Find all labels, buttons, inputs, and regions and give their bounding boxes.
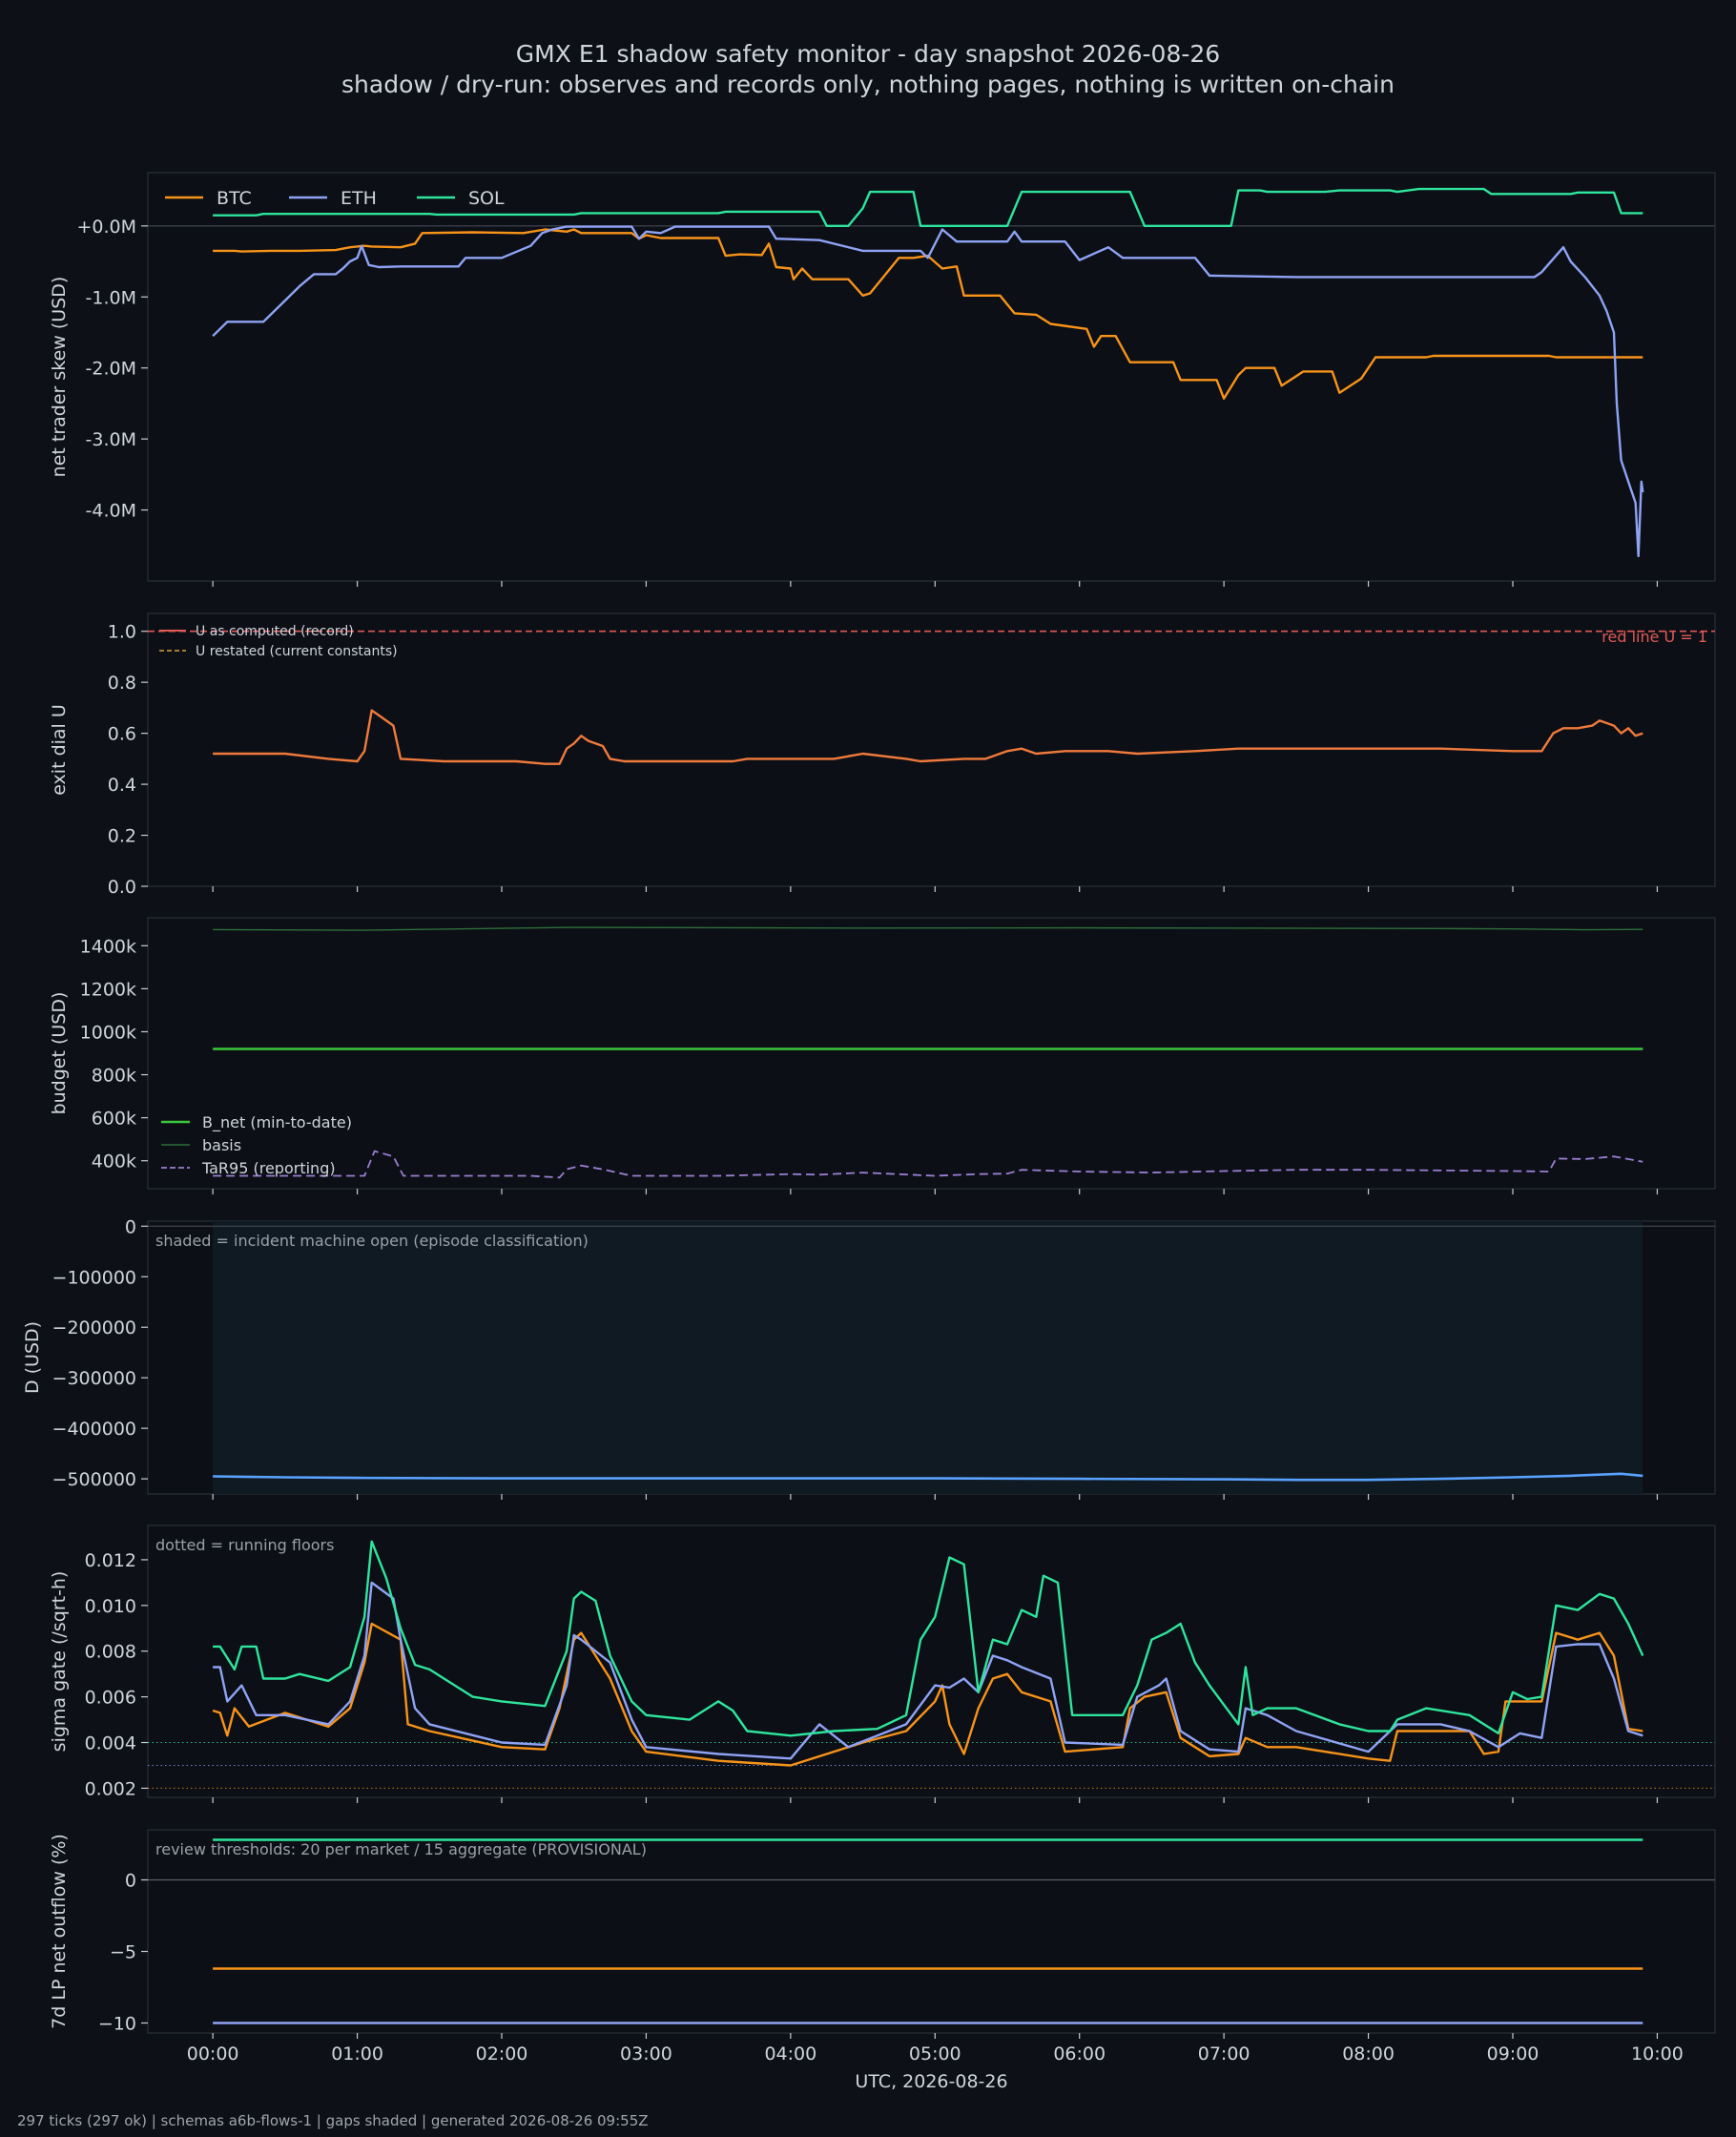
panel-2-ytick-label: 0.4 (108, 775, 136, 796)
panel-2-series-u-as-computed-record- (213, 709, 1643, 765)
panel-2-ytick-label: 0.6 (108, 724, 136, 745)
panel-1-legend-label: SOL (468, 188, 505, 209)
panel-3-frame (147, 917, 1716, 1190)
panel-4-ytick-label: −300000 (52, 1368, 136, 1389)
panel-1-ylabel: net trader skew (USD) (49, 277, 70, 478)
panel-1-legend-label: ETH (341, 188, 377, 209)
panel-4-series-d (213, 1472, 1643, 1482)
panel-5-ytick-label: 0.006 (85, 1688, 136, 1709)
panel-5-series-sol (213, 1540, 1644, 1737)
panel-2-ytick-label: 1.0 (108, 622, 136, 643)
panel-3-series-basis (213, 926, 1643, 931)
panel-4-annotation: shaded = incident machine open (episode … (155, 1232, 589, 1250)
xtick-label: 07:00 (1198, 2044, 1250, 2064)
panel-6-frame (147, 1829, 1716, 2034)
panel-1-ytick-label: -4.0M (86, 501, 136, 522)
xtick-label: 06:00 (1053, 2044, 1106, 2064)
panel-3-ytick-label: 1200k (80, 979, 136, 1000)
xtick-label: 00:00 (187, 2044, 239, 2064)
xtick-label: 09:00 (1487, 2044, 1540, 2064)
panel-1-ytick-label: +0.0M (76, 217, 136, 238)
panel-4-shaded-region (213, 1221, 1643, 1494)
panel-1-frame (147, 172, 1716, 582)
panel-1-legend-label: BTC (217, 188, 252, 209)
panel-1-ytick-label: -1.0M (86, 287, 136, 308)
xtick-label: 08:00 (1342, 2044, 1395, 2064)
panel-3-ytick-label: 800k (92, 1066, 136, 1087)
panel-1-ytick-label: -3.0M (86, 429, 136, 450)
panel-5-ylabel: sigma gate (/sqrt-h) (49, 1571, 70, 1753)
panel-4-ytick-label: −400000 (52, 1419, 136, 1440)
chart-title: GMX E1 shadow safety monitor - day snaps… (515, 40, 1221, 68)
panel-2-legend-label: U restated (current constants) (196, 644, 398, 659)
panel-3-ytick-label: 1000k (80, 1022, 136, 1043)
panel-4-ylabel: D (USD) (22, 1321, 43, 1394)
panel-5-ytick-label: 0.008 (85, 1642, 136, 1663)
panel-5-ytick-label: 0.002 (85, 1778, 136, 1799)
panel-4-ytick-label: −500000 (52, 1469, 136, 1490)
panel-6-ytick-label: 0 (125, 1871, 136, 1892)
xtick-label: 04:00 (764, 2044, 816, 2064)
panel-1-series-eth (212, 225, 1644, 558)
panel-3-legend-label: B_net (min-to-date) (202, 1113, 352, 1132)
xtick-label: 02:00 (476, 2044, 528, 2064)
panel-1-ytick-label: -2.0M (86, 359, 136, 380)
panel-5-ytick-label: 0.012 (85, 1550, 136, 1571)
xtick-label: 10:00 (1631, 2044, 1684, 2064)
panel-6-ytick-label: −5 (110, 1942, 136, 1963)
panel-3-legend-label: basis (202, 1136, 241, 1154)
panel-5-series-eth (213, 1581, 1643, 1760)
xtick-label: 01:00 (331, 2044, 383, 2064)
panel-2-ylabel: exit dial U (49, 704, 70, 796)
panel-1-series-sol (213, 187, 1643, 227)
panel-1-series-btc (213, 228, 1643, 400)
panel-6-ytick-label: −10 (98, 2014, 136, 2035)
panel-2-red-line-label: red line U = 1 (1602, 628, 1707, 646)
panel-3-ylabel: budget (USD) (49, 992, 70, 1115)
panel-3-series-tar95-reporting- (213, 1150, 1643, 1179)
panel-2-ytick-label: 0.2 (108, 826, 136, 847)
panel-6-ylabel: 7d LP net outflow (%) (49, 1834, 70, 2029)
panel-4-ytick-label: −100000 (52, 1267, 136, 1288)
panel-5-ytick-label: 0.004 (85, 1733, 136, 1754)
panel-3-ytick-label: 600k (92, 1109, 136, 1130)
xtick-label: 05:00 (909, 2044, 961, 2064)
panel-3-legend-label: TaR95 (reporting) (201, 1159, 336, 1177)
panel-3-ytick-label: 400k (92, 1151, 136, 1172)
panel-2-ytick-label: 0.8 (108, 673, 136, 694)
panel-4-ytick-label: −200000 (52, 1317, 136, 1338)
footer-status: 297 ticks (297 ok) | schemas a6b-flows-1… (17, 2112, 649, 2129)
panel-2-ytick-label: 0.0 (108, 877, 136, 898)
panel-5-annotation: dotted = running floors (155, 1536, 334, 1554)
panel-5-frame (147, 1525, 1716, 1798)
panel-5-ytick-label: 0.010 (85, 1596, 136, 1617)
panel-4-ytick-label: 0 (125, 1216, 136, 1237)
panel-3-ytick-label: 1400k (80, 936, 136, 957)
panel-6-annotation: review thresholds: 20 per market / 15 ag… (155, 1840, 647, 1858)
panel-2-legend-label: U as computed (record) (196, 624, 354, 639)
xtick-label: 03:00 (620, 2044, 672, 2064)
x-axis-label: UTC, 2026-08-26 (855, 2071, 1007, 2092)
chart-subtitle: shadow / dry-run: observes and records o… (341, 71, 1395, 98)
